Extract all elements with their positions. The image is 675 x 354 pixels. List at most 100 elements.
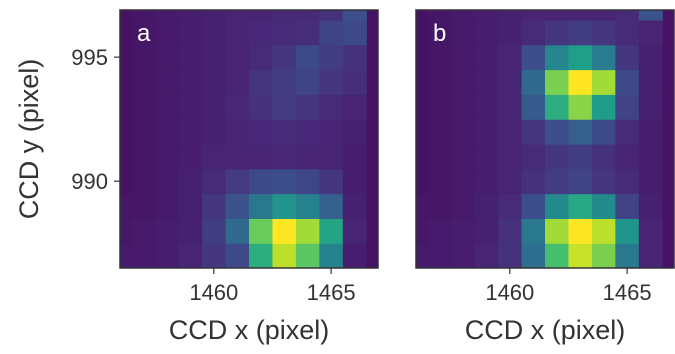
heatmap-cell <box>498 19 523 46</box>
heatmap-cell <box>120 168 133 195</box>
heatmap-cell <box>591 218 616 244</box>
heatmap-cell <box>120 19 133 46</box>
heatmap-cell <box>131 168 156 195</box>
heatmap-cell <box>451 69 476 95</box>
heatmap-cell <box>568 19 593 46</box>
heatmap-cell <box>498 143 523 170</box>
heatmap-cell <box>225 69 250 95</box>
heatmap-cell <box>451 10 476 21</box>
heatmap-cell <box>427 243 452 268</box>
heatmap-cell <box>272 69 297 95</box>
heatmap-cell <box>638 69 663 95</box>
heatmap-cell <box>295 218 320 244</box>
heatmap-cell <box>591 69 616 95</box>
heatmap-cell <box>474 10 499 21</box>
heatmap-cell <box>416 94 429 120</box>
heatmap-cell <box>545 218 570 244</box>
heatmap-cell <box>155 143 180 170</box>
heatmap-cell <box>568 193 593 219</box>
heatmap-cell <box>120 94 133 120</box>
heatmap-cell <box>451 218 476 244</box>
x-tick-label: 1465 <box>603 280 652 305</box>
heatmap-cell <box>638 19 663 46</box>
heatmap-cells <box>416 10 663 268</box>
heatmap-cell <box>342 193 367 219</box>
heatmap-cell <box>568 94 593 120</box>
heatmap-cell <box>615 193 640 219</box>
heatmap-cell <box>545 168 570 195</box>
heatmap-cell <box>638 243 663 268</box>
heatmap-cell <box>249 94 274 120</box>
heatmap-cell <box>568 44 593 71</box>
heatmap-cell <box>521 168 546 195</box>
heatmap-cell <box>521 10 546 21</box>
heatmap-cell <box>342 168 367 195</box>
heatmap-cell <box>638 10 663 21</box>
heatmap-cell <box>202 143 227 170</box>
heatmap-cell <box>427 10 452 21</box>
heatmap-cell <box>249 218 274 244</box>
heatmap-cell <box>615 19 640 46</box>
heatmap-cell <box>202 168 227 195</box>
heatmap-cell <box>131 218 156 244</box>
heatmap-cell <box>545 69 570 95</box>
heatmap-cell <box>474 168 499 195</box>
heatmap-cell <box>319 168 344 195</box>
heatmap-cell <box>521 193 546 219</box>
heatmap-cell <box>249 19 274 46</box>
heatmap-cell <box>545 94 570 120</box>
heatmap-cell <box>498 10 523 21</box>
heatmap-cell <box>295 44 320 71</box>
heatmap-cell <box>342 94 367 120</box>
heatmap-cell <box>155 243 180 268</box>
heatmap-cell <box>295 19 320 46</box>
heatmap-cell <box>568 168 593 195</box>
heatmap-cell <box>225 19 250 46</box>
heatmap-cell <box>249 10 274 21</box>
heatmap-cell <box>178 193 203 219</box>
heatmap-cell <box>295 143 320 170</box>
heatmap-cell <box>272 243 297 268</box>
heatmap-cell <box>568 143 593 170</box>
heatmap-cell <box>225 218 250 244</box>
heatmap-cell <box>342 44 367 71</box>
heatmap-cell <box>319 119 344 145</box>
heatmap-cell <box>451 143 476 170</box>
heatmap-cell <box>295 119 320 145</box>
heatmap-cell <box>638 44 663 71</box>
heatmap-cell <box>498 119 523 145</box>
heatmap-cell <box>591 44 616 71</box>
heatmap-cell <box>568 69 593 95</box>
heatmap-cell <box>249 243 274 268</box>
heatmap-cell <box>615 10 640 21</box>
heatmap-cell <box>295 243 320 268</box>
heatmap-cell <box>451 19 476 46</box>
heatmap-cell <box>545 10 570 21</box>
heatmap-cell <box>295 193 320 219</box>
heatmap-cell <box>202 218 227 244</box>
heatmap-cell <box>498 69 523 95</box>
heatmap-cell <box>272 44 297 71</box>
heatmap-cell <box>155 44 180 71</box>
heatmap-cell <box>155 168 180 195</box>
heatmap-cell <box>416 69 429 95</box>
heatmap-cell <box>342 69 367 95</box>
heatmap-cell <box>131 94 156 120</box>
heatmap-cell <box>120 119 133 145</box>
heatmap-cell <box>178 69 203 95</box>
heatmap-cell <box>451 168 476 195</box>
heatmap-cell <box>638 218 663 244</box>
heatmap-cell <box>416 243 429 268</box>
heatmap-cell <box>451 119 476 145</box>
heatmap-cell <box>249 143 274 170</box>
heatmap-cell <box>545 193 570 219</box>
heatmap-cell <box>498 168 523 195</box>
heatmap-cell <box>545 143 570 170</box>
heatmap-cell <box>295 168 320 195</box>
heatmap-cell <box>178 44 203 71</box>
heatmap-cell <box>416 193 429 219</box>
heatmap-cell <box>131 10 156 21</box>
heatmap-cell <box>202 243 227 268</box>
y-tick-label: 990 <box>71 169 108 194</box>
